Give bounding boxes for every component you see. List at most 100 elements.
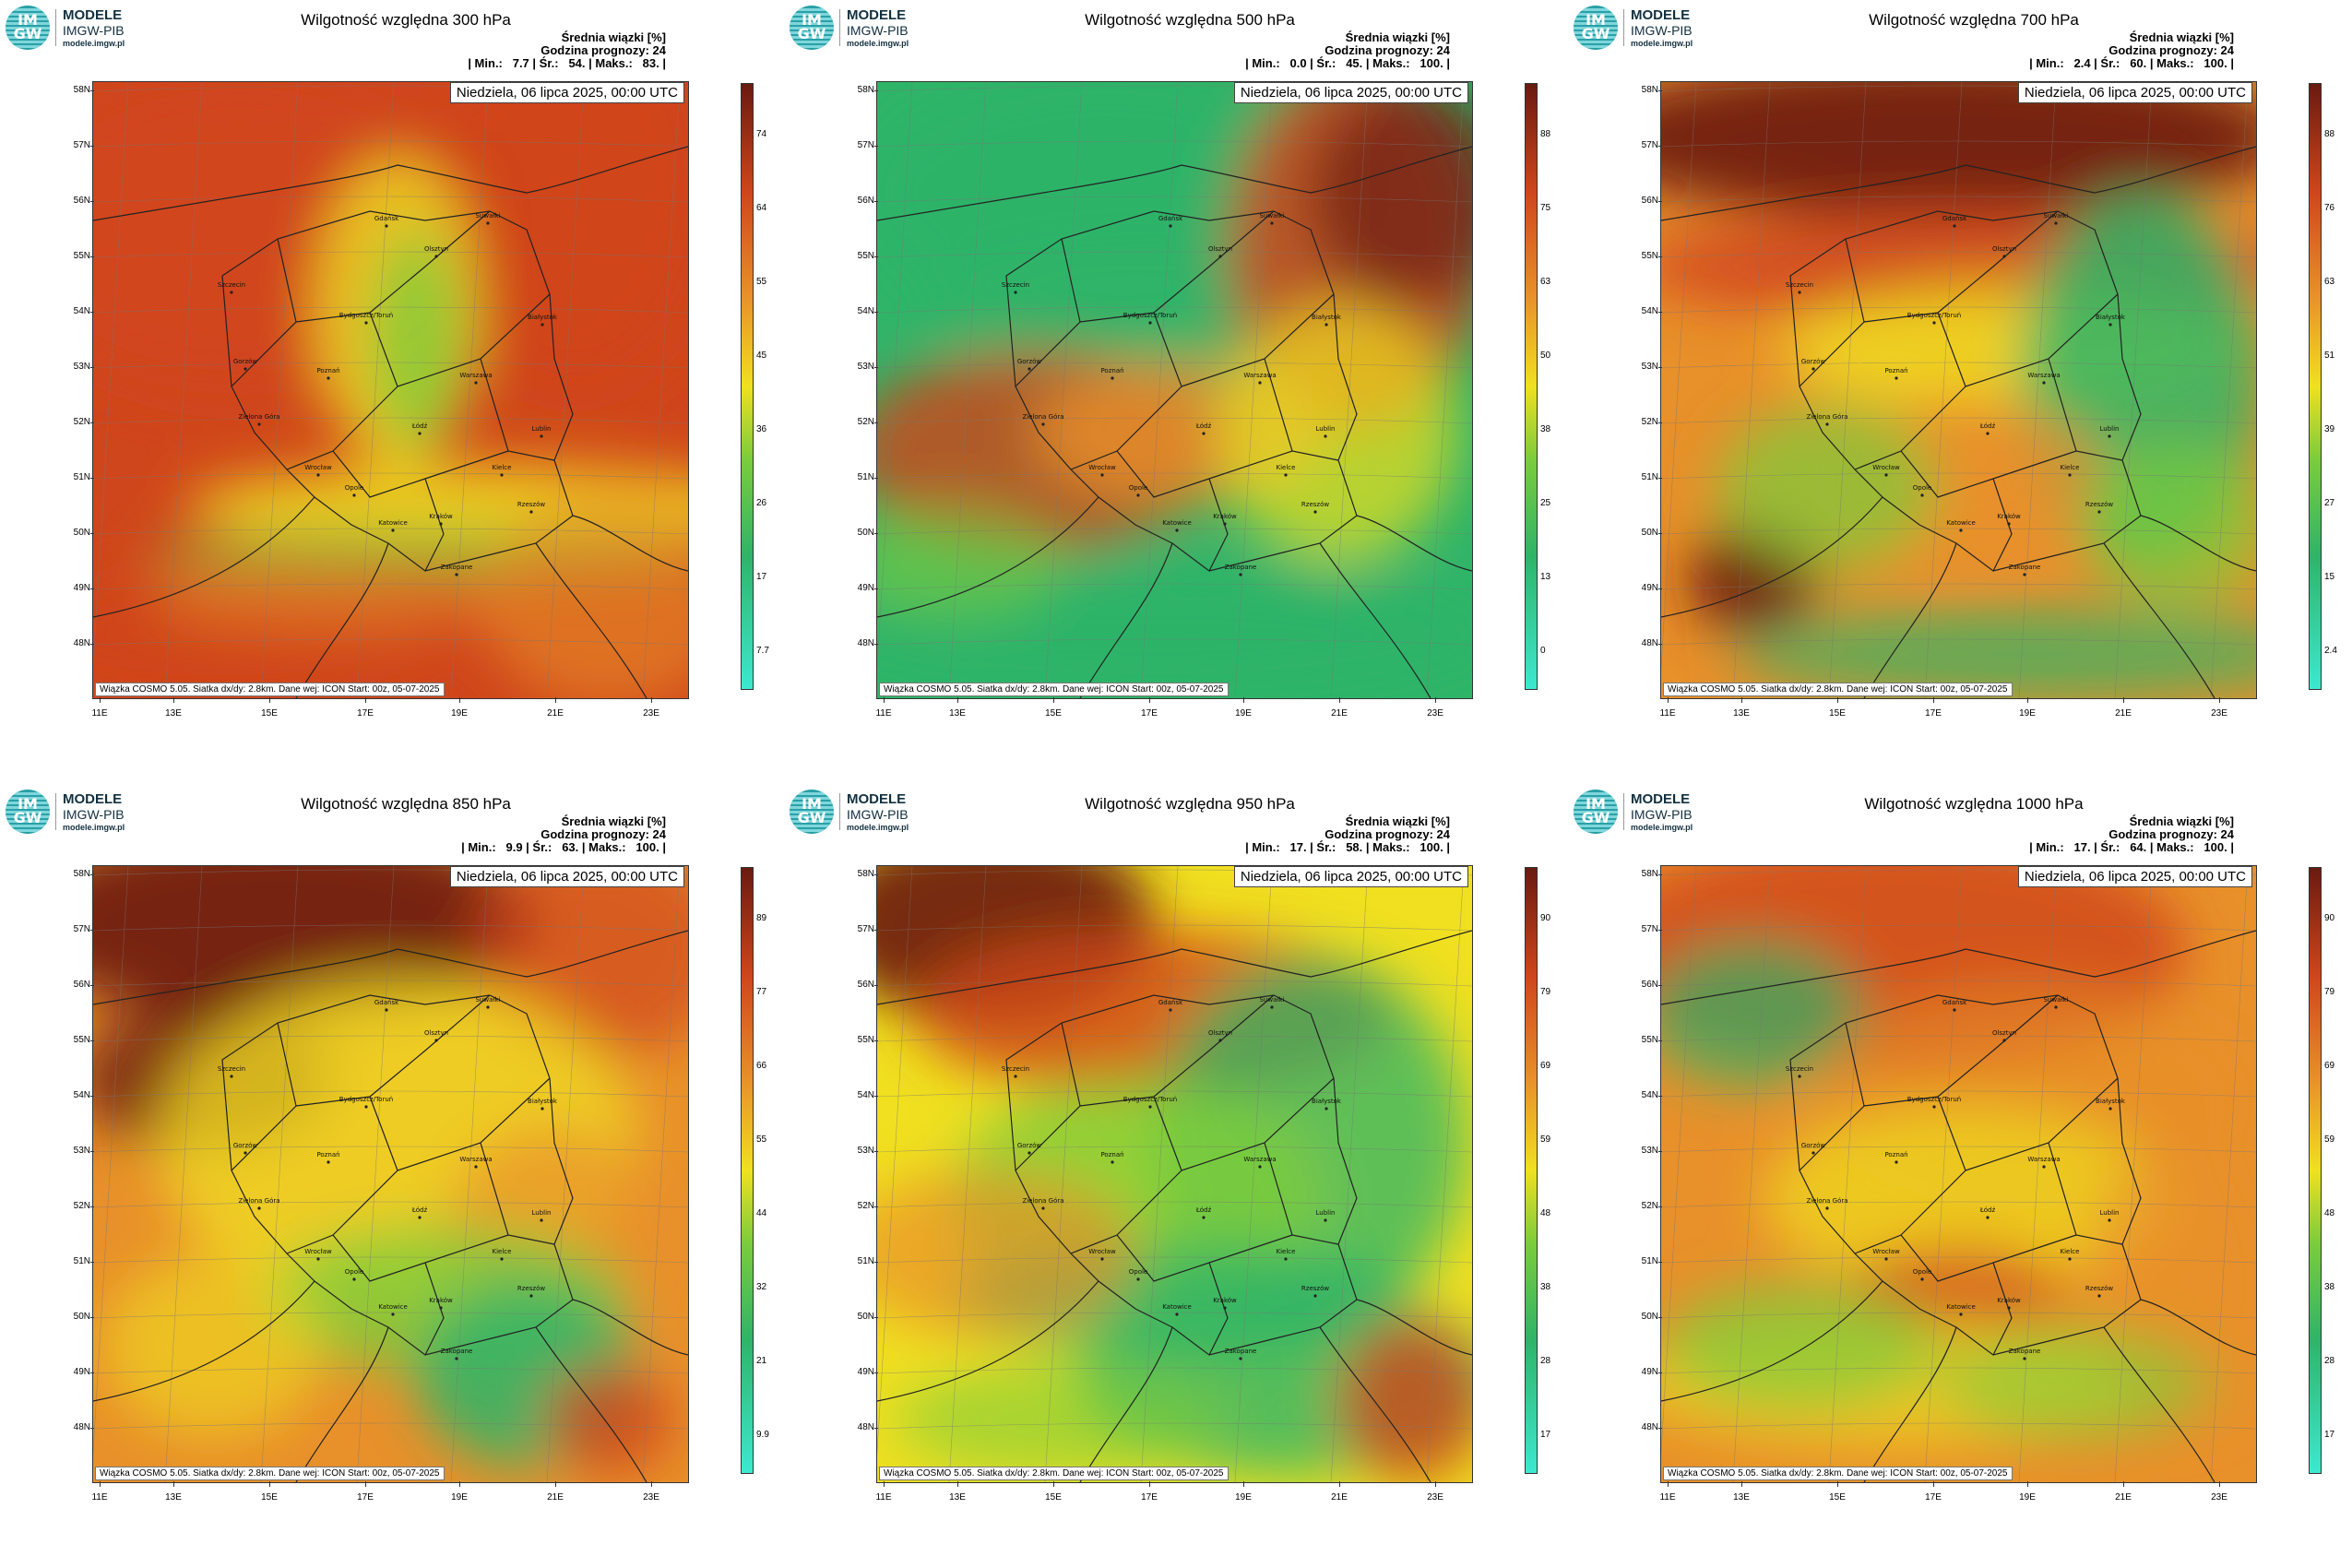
logo-url[interactable]: modele.imgw.pl	[1631, 823, 1693, 832]
lat-label: 48N	[857, 638, 874, 648]
lon-label: 21E	[1331, 708, 1348, 719]
city-marker	[385, 1008, 388, 1012]
lon-tick	[459, 697, 460, 703]
lat-label: 56N	[857, 196, 874, 206]
map-area[interactable]: Gdańsk Olsztyn Suwałki Szczecin Bydgoszcz/To…	[92, 81, 689, 699]
city-marker	[364, 1105, 368, 1109]
city-marker	[1169, 1008, 1172, 1012]
city-label: Suwałki	[476, 996, 501, 1004]
logo-divider	[55, 793, 56, 830]
colorbar-label: 88	[2324, 129, 2335, 139]
lon-tick	[1837, 1481, 1838, 1487]
map-panel: IM GW MODELE IMGW-PIB modele.imgw.pl Wilgotno…	[784, 784, 1568, 1568]
map-area[interactable]: Gdańsk Olsztyn Suwałki Szczecin Bydgoszcz/To…	[876, 81, 1473, 699]
city-label: Olsztyn	[424, 245, 448, 253]
city-marker	[1111, 376, 1114, 380]
city-label: Szczecin	[1786, 1065, 1813, 1073]
lon-tick	[1933, 697, 1934, 703]
map-area[interactable]: Gdańsk Olsztyn Suwałki Szczecin Bydgoszcz/To…	[876, 865, 1473, 1483]
map-area[interactable]: Gdańsk Olsztyn Suwałki Szczecin Bydgoszcz/To…	[1660, 865, 2257, 1483]
city-marker	[385, 224, 388, 228]
city-marker	[1136, 1277, 1140, 1281]
imgw-logo: IM GW MODELE IMGW-PIB modele.imgw.pl	[1574, 6, 1740, 52]
city-label: Kraków	[1997, 513, 2021, 520]
colorbar-label: 90	[2324, 913, 2335, 923]
city-label: Olsztyn	[424, 1029, 448, 1037]
city-marker	[230, 291, 233, 294]
lat-tick	[874, 1096, 878, 1097]
lat-tick	[874, 478, 878, 479]
logo-url[interactable]: modele.imgw.pl	[847, 39, 909, 48]
city-marker	[1270, 221, 1274, 225]
city-marker	[1223, 522, 1227, 526]
colorbar-label: 15	[2324, 572, 2335, 582]
lon-tick	[2027, 1481, 2028, 1487]
city-label: Katowice	[1162, 519, 1192, 527]
city-label: Kraków	[1213, 513, 1237, 520]
colorbar-label: 89	[756, 913, 767, 923]
city-label: Kraków	[429, 513, 453, 520]
city-marker	[439, 1306, 443, 1310]
city-marker	[540, 1218, 543, 1222]
lon-label: 19E	[451, 1492, 468, 1503]
lon-label: 15E	[261, 1492, 278, 1503]
forecast-hour: Godzina prognozy: 24	[2108, 827, 2234, 841]
city-marker	[455, 1357, 458, 1360]
lat-tick	[874, 256, 878, 257]
forecast-date: Niedziela, 06 lipca 2025, 00:00 UTC	[2017, 82, 2252, 103]
logo-divider	[1623, 793, 1624, 830]
lat-tick	[874, 90, 878, 91]
city-marker	[1932, 321, 1936, 325]
lon-tick	[1668, 697, 1669, 703]
city-marker	[1959, 1313, 1963, 1316]
colorbar-label: 63	[1540, 277, 1551, 287]
badge-bottom: GW	[1581, 25, 1610, 42]
lat-tick	[1658, 312, 1662, 313]
city-marker	[1202, 432, 1206, 435]
lon-tick	[1243, 1481, 1244, 1487]
city-label: Zielona Góra	[1022, 413, 1063, 421]
lat-tick	[1658, 1096, 1662, 1097]
city-marker	[2097, 510, 2101, 514]
city-marker	[1175, 529, 1179, 532]
logo-url[interactable]: modele.imgw.pl	[63, 39, 125, 48]
lon-label: 23E	[643, 1492, 659, 1503]
city-label: Wrocław	[1088, 464, 1116, 471]
lat-label: 53N	[857, 362, 874, 372]
lat-tick	[874, 1317, 878, 1318]
lat-tick	[874, 422, 878, 423]
map-area[interactable]: Gdańsk Olsztyn Suwałki Szczecin Bydgoszcz/To…	[92, 865, 689, 1483]
city-marker	[1218, 1039, 1222, 1042]
city-label: Zakopane	[441, 1348, 473, 1355]
model-footer: Wiązka COSMO 5.05. Siatka dx/dy: 2.8km. …	[95, 1467, 445, 1480]
lat-tick	[1658, 533, 1662, 534]
city-marker	[486, 221, 490, 225]
city-marker	[1959, 529, 1963, 532]
forecast-date: Niedziela, 06 lipca 2025, 00:00 UTC	[449, 82, 684, 103]
city-label: Łódź	[1195, 1206, 1212, 1214]
lat-label: 51N	[857, 472, 874, 482]
lat-tick	[90, 256, 94, 257]
lat-label: 50N	[1641, 528, 1658, 538]
model-footer: Wiązka COSMO 5.05. Siatka dx/dy: 2.8km. …	[879, 683, 1229, 696]
lon-label: 23E	[1427, 1492, 1443, 1503]
colorbar-label: 36	[756, 424, 767, 434]
colorbar-label: 44	[756, 1208, 767, 1218]
lat-label: 53N	[857, 1146, 874, 1156]
city-label: Gorzów	[233, 358, 258, 365]
map-area[interactable]: Gdańsk Olsztyn Suwałki Szczecin Bydgoszcz/To…	[1660, 81, 2257, 699]
city-marker	[2002, 1039, 2006, 1042]
lat-tick	[874, 588, 878, 589]
city-label: Zielona Góra	[238, 1197, 279, 1205]
logo-divider	[839, 9, 840, 46]
city-label: Katowice	[378, 519, 408, 527]
lon-tick	[1053, 1481, 1054, 1487]
logo-url[interactable]: modele.imgw.pl	[847, 823, 909, 832]
logo-url[interactable]: modele.imgw.pl	[1631, 39, 1693, 48]
model-footer: Wiązka COSMO 5.05. Siatka dx/dy: 2.8km. …	[95, 683, 445, 696]
lat-label: 49N	[1641, 1367, 1658, 1377]
logo-url[interactable]: modele.imgw.pl	[63, 823, 125, 832]
badge-top: IM	[18, 11, 38, 29]
city-label: Opole	[345, 1268, 364, 1276]
city-label: Poznań	[1100, 1151, 1123, 1158]
